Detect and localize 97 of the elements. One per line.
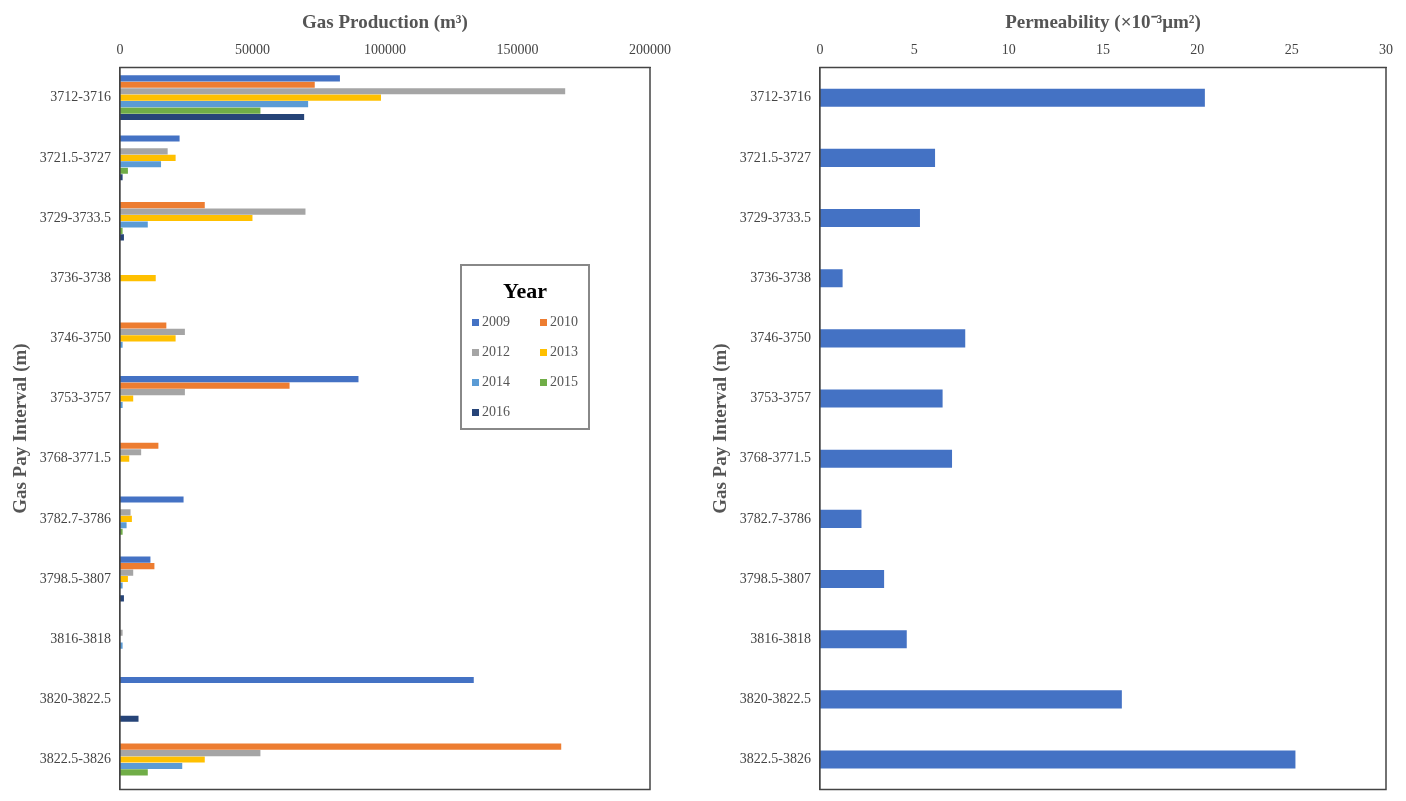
- x-tick-label: 150000: [496, 41, 539, 57]
- x-tick-label: 25: [1284, 41, 1299, 57]
- bar: [819, 750, 1296, 769]
- y-tick-label: 3753-3757: [750, 390, 811, 406]
- y-tick-label: 3816-3818: [50, 630, 111, 646]
- bar: [119, 769, 148, 776]
- bar: [119, 756, 205, 763]
- x-tick-label: 0: [816, 41, 824, 57]
- legend-title: Year: [502, 278, 548, 304]
- bar: [119, 328, 185, 335]
- bar: [819, 269, 843, 288]
- bar: [819, 148, 936, 167]
- legend-label: 2009: [481, 314, 510, 330]
- y-tick-label: 3746-3750: [750, 330, 811, 346]
- bar: [119, 154, 176, 161]
- bar: [819, 389, 943, 408]
- y-tick-label: 3822.5-3826: [39, 751, 111, 767]
- y-tick-label: 3721.5-3727: [39, 149, 111, 165]
- bar: [119, 496, 184, 503]
- x-tick-label: 50000: [234, 41, 270, 57]
- bar: [119, 135, 180, 142]
- bar: [119, 101, 309, 108]
- bar: [119, 202, 205, 209]
- bar: [119, 382, 290, 389]
- bar: [119, 161, 162, 168]
- x-tick-label: 30: [1379, 41, 1393, 57]
- bar: [119, 221, 148, 228]
- y-tick-label: 3798.5-3807: [739, 570, 811, 586]
- bar: [119, 113, 305, 121]
- x-tick-label: 5: [910, 41, 918, 57]
- x-axis-title: Permeability (×10⁻³μm²): [1005, 11, 1201, 34]
- bar: [819, 329, 966, 348]
- bar: [119, 395, 134, 402]
- bar: [119, 442, 159, 449]
- bar: [119, 88, 566, 95]
- x-tick-label: 200000: [629, 41, 671, 57]
- bar: [119, 81, 315, 88]
- bar: [819, 690, 1122, 709]
- y-tick-label: 3820-3822.5: [739, 691, 811, 707]
- y-tick-label: 3816-3818: [750, 630, 811, 646]
- x-tick-label: 15: [1095, 41, 1110, 57]
- y-tick-label: 3782.7-3786: [739, 510, 811, 526]
- x-tick-label: 10: [1001, 41, 1016, 57]
- bar: [119, 515, 132, 522]
- x-axis-title: Gas Production (m³): [302, 11, 468, 34]
- bar: [819, 569, 885, 589]
- y-tick-label: 3782.7-3786: [39, 510, 111, 526]
- bar: [819, 88, 1205, 107]
- y-tick-label: 3753-3757: [50, 390, 111, 406]
- bar: [819, 208, 920, 228]
- bar: [119, 676, 474, 684]
- y-tick-label: 3822.5-3826: [739, 751, 811, 767]
- y-tick-label: 3729-3733.5: [739, 209, 811, 225]
- bar: [819, 630, 907, 649]
- legend-label: 2015: [549, 374, 578, 390]
- y-axis-title: Gas Pay Interval (m): [709, 343, 732, 514]
- bar: [119, 322, 167, 329]
- bar: [119, 762, 183, 770]
- y-axis-title: Gas Pay Interval (m): [9, 343, 32, 514]
- y-tick-label: 3712-3716: [750, 89, 811, 105]
- bar: [119, 715, 139, 722]
- bar: [119, 107, 261, 114]
- bar: [119, 389, 185, 396]
- bar: [119, 743, 562, 750]
- bar: [119, 750, 261, 757]
- legend-label: 2016: [481, 404, 510, 420]
- y-tick-label: 3712-3716: [50, 89, 111, 105]
- bar: [819, 449, 953, 468]
- y-tick-label: 3729-3733.5: [39, 209, 111, 225]
- legend-label: 2012: [481, 344, 510, 360]
- y-tick-label: 3768-3771.5: [39, 450, 111, 466]
- y-tick-label: 3798.5-3807: [39, 570, 111, 586]
- legend-label: 2010: [549, 314, 578, 330]
- bar: [119, 335, 176, 342]
- bar: [119, 509, 131, 516]
- y-tick-label: 3746-3750: [50, 330, 111, 346]
- x-tick-label: 0: [116, 41, 124, 57]
- bar: [119, 449, 142, 456]
- x-tick-label: 100000: [363, 41, 406, 57]
- legend-label: 2013: [549, 344, 578, 360]
- legend-label: 2014: [481, 374, 510, 390]
- bar: [119, 214, 253, 222]
- y-tick-label: 3721.5-3727: [739, 149, 811, 165]
- y-tick-label: 3768-3771.5: [739, 450, 811, 466]
- bar: [119, 563, 155, 570]
- bar: [119, 376, 359, 383]
- y-tick-label: 3736-3738: [750, 269, 811, 285]
- x-tick-label: 20: [1190, 41, 1205, 57]
- bar: [119, 208, 306, 215]
- y-tick-label: 3820-3822.5: [39, 691, 111, 707]
- bar: [119, 275, 156, 282]
- bar: [119, 75, 340, 82]
- bar: [119, 556, 151, 563]
- bar: [119, 94, 382, 101]
- bar: [819, 509, 862, 528]
- bar: [119, 148, 168, 155]
- y-tick-label: 3736-3738: [50, 269, 111, 285]
